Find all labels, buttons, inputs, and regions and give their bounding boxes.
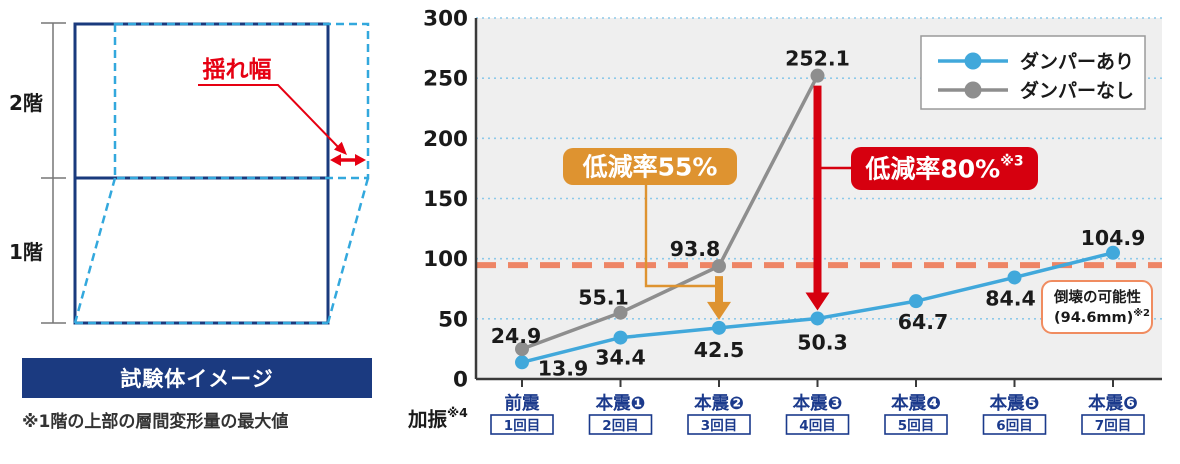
data-point (712, 259, 726, 274)
y-tick-label: 300 (423, 7, 468, 32)
x-axis-title: 加振※4 (407, 405, 468, 431)
legend-marker (964, 81, 982, 99)
trial-count-label: 4回目 (799, 418, 835, 434)
data-point (515, 342, 529, 357)
deformed-frame (73, 22, 370, 325)
trial-count-label: 3回目 (701, 418, 737, 434)
legend-label-1: ダンパーなし (1020, 79, 1134, 102)
legend-marker (964, 52, 982, 70)
floor-height-bracket (41, 22, 66, 324)
data-label: 13.9 (538, 356, 589, 380)
floor-2-label: 2階 (9, 91, 43, 115)
reduction-rate-label: 低減率80%※3 (864, 154, 1023, 184)
trial-count-box (982, 414, 1047, 435)
specimen-banner: 試験体イメージ (22, 358, 372, 398)
reduction-rate-label: 低減率55% (582, 153, 718, 182)
data-point (810, 311, 825, 326)
diagram-footnote: ※1階の上部の層間変形量の最大値 (22, 412, 289, 432)
data-label: 84.4 (985, 286, 1036, 310)
x-category-label: 本震❻ (1088, 393, 1138, 414)
trial-count-label: 1回目 (504, 418, 540, 434)
data-label: 252.1 (785, 47, 850, 71)
x-category-label: 本震❺ (990, 393, 1040, 414)
data-point (613, 330, 628, 345)
data-label: 104.9 (1081, 226, 1146, 250)
x-category-label: 本震❷ (694, 393, 744, 414)
reduction-arrow-head (805, 292, 830, 311)
reduction-rate-box (563, 148, 737, 185)
x-category-label: 本震❹ (891, 393, 941, 414)
trial-count-box (785, 414, 850, 435)
x-category-label: 本震❶ (596, 393, 646, 414)
floor-1-label: 1階 (9, 240, 43, 264)
legend-box (920, 35, 1146, 110)
data-point (1106, 245, 1120, 260)
reduction-rate-box (851, 147, 1038, 190)
trial-count-box (490, 414, 554, 435)
data-label: 50.3 (797, 330, 848, 354)
reduction-arrow-head (707, 301, 731, 320)
test-specimen-diagram: 2階 1階 揺れ幅 (9, 22, 370, 325)
trial-count-box (588, 414, 653, 435)
trial-count-box (687, 414, 751, 435)
collapse-callout-box (1041, 280, 1153, 334)
data-label: 55.1 (578, 286, 629, 310)
trial-count-label: 6回目 (996, 418, 1032, 434)
trial-count-box (884, 414, 948, 435)
specimen-banner-label: 試験体イメージ (120, 367, 274, 391)
data-point (515, 355, 529, 370)
annotation-connector (644, 185, 715, 288)
trial-count-label: 7回目 (1095, 418, 1131, 434)
collapse-callout-line1: 倒壊の可能性 (1053, 288, 1141, 306)
data-label: 64.7 (898, 310, 949, 334)
data-point (712, 320, 726, 335)
original-frame (73, 22, 330, 325)
series-line-1 (521, 74, 820, 351)
sway-width-arrow (330, 154, 366, 166)
trial-count-box (1081, 414, 1145, 435)
trial-count-label: 2回目 (602, 418, 638, 434)
data-point (1007, 270, 1022, 285)
y-tick-label: 150 (423, 187, 468, 212)
y-tick-label: 250 (423, 67, 468, 92)
legend-label-0: ダンパーあり (1020, 50, 1134, 73)
sway-width-label: 揺れ幅 (203, 57, 272, 83)
data-point (909, 294, 923, 309)
data-label: 34.4 (595, 346, 646, 370)
data-point (613, 305, 628, 320)
y-tick-label: 0 (453, 368, 468, 393)
collapse-callout-line2: (94.6mm)※2 (1054, 307, 1150, 326)
sway-comparison-line-chart: 0 50 100 150 200 250 300 前震 1回目 本震❶ 2回目 本震❷ 3回目 本震❸ 4回… (407, 7, 1162, 435)
y-tick-label: 200 (423, 127, 468, 152)
sway-label-leader (198, 84, 347, 155)
x-category-label: 本震❸ (793, 393, 843, 414)
data-label: 42.5 (694, 338, 745, 362)
data-label: 93.8 (670, 237, 721, 261)
y-tick-label: 50 (438, 307, 468, 332)
data-label: 24.9 (491, 324, 542, 348)
x-category-label: 前震 (505, 393, 540, 414)
data-point (810, 68, 825, 83)
trial-count-label: 5回目 (898, 418, 934, 434)
y-tick-label: 100 (423, 247, 468, 272)
